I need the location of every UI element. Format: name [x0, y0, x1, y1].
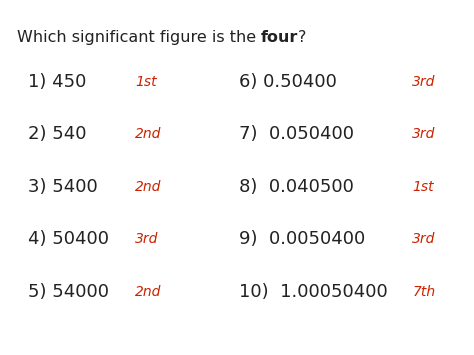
- Text: 3rd: 3rd: [412, 75, 436, 89]
- Text: 1) 450: 1) 450: [28, 73, 87, 91]
- Text: 3) 5400: 3) 5400: [28, 178, 98, 196]
- Text: 2) 540: 2) 540: [28, 125, 87, 143]
- Text: 3rd: 3rd: [412, 232, 436, 246]
- Text: 8)  0.040500: 8) 0.040500: [239, 178, 354, 196]
- Text: 9)  0.0050400: 9) 0.0050400: [239, 230, 365, 248]
- Text: four: four: [261, 30, 298, 45]
- Text: 2nd: 2nd: [135, 127, 162, 141]
- Text: 2nd: 2nd: [135, 180, 162, 194]
- Text: 10)  1.00050400: 10) 1.00050400: [239, 283, 388, 301]
- Text: 4) 50400: 4) 50400: [28, 230, 109, 248]
- Text: 2nd: 2nd: [135, 285, 162, 299]
- Text: ?: ?: [298, 30, 307, 45]
- Text: 7th: 7th: [412, 285, 436, 299]
- Text: 3rd: 3rd: [412, 127, 436, 141]
- Text: 1st: 1st: [412, 180, 434, 194]
- Text: Which significant figure is the: Which significant figure is the: [17, 30, 261, 45]
- Text: 7)  0.050400: 7) 0.050400: [239, 125, 355, 143]
- Text: 3rd: 3rd: [135, 232, 158, 246]
- Text: 1st: 1st: [135, 75, 157, 89]
- Text: 6) 0.50400: 6) 0.50400: [239, 73, 337, 91]
- Text: 5) 54000: 5) 54000: [28, 283, 109, 301]
